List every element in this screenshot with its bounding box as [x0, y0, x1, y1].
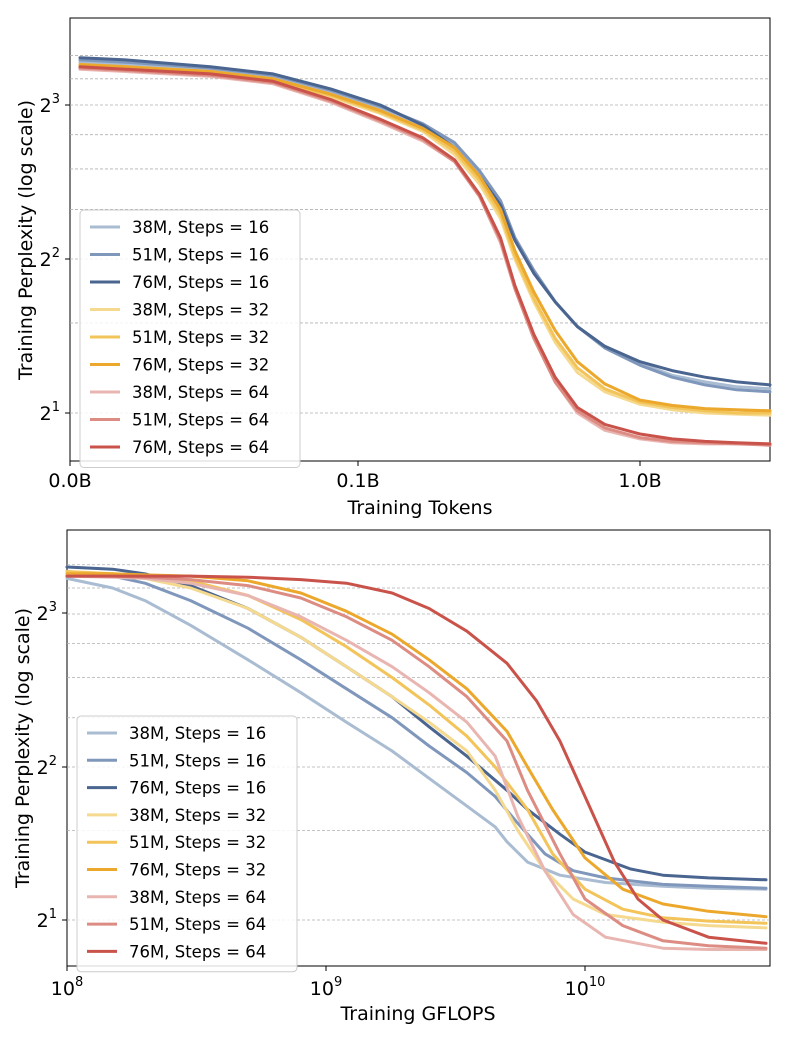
- y-tick-label: 23: [37, 600, 57, 625]
- y-tick-label: 22: [40, 246, 60, 271]
- y-tick-label: 21: [37, 907, 57, 932]
- y-tick-label: 21: [40, 400, 60, 425]
- x-tick-label: 0.1B: [336, 470, 379, 492]
- legend-label: 51M, Steps = 64: [132, 411, 269, 430]
- series-line: [65, 572, 768, 930]
- top-y-axis-label: Training Perplexity (log scale): [15, 100, 37, 381]
- legend-label: 76M, Steps = 16: [132, 273, 269, 292]
- top-y-ticks: 21 22 23: [40, 92, 70, 425]
- y-tick-label: 22: [37, 754, 57, 779]
- top-legend: 38M, Steps = 16 51M, Steps = 16 76M, Steps…: [79, 209, 301, 468]
- series-line: [78, 63, 772, 413]
- legend-label: 76M, Steps = 32: [129, 861, 266, 880]
- legend-label: 51M, Steps = 64: [129, 915, 266, 934]
- legend-label: 38M, Steps = 64: [129, 888, 266, 907]
- legend-label: 76M, Steps = 16: [129, 779, 266, 798]
- legend-label: 76M, Steps = 64: [129, 942, 266, 961]
- top-series-lines: [78, 56, 772, 447]
- series-line: [65, 570, 768, 890]
- series-line: [65, 574, 768, 945]
- bottom-x-ticks: 108 109 1010: [51, 966, 606, 1000]
- legend-label: 51M, Steps = 32: [129, 833, 266, 852]
- x-tick-label: 1.0B: [618, 470, 661, 492]
- legend-label: 51M, Steps = 32: [132, 328, 269, 347]
- top-x-ticks: 0.0B 0.1B 1.0B: [48, 461, 662, 492]
- x-tick-label: 1010: [565, 975, 606, 1000]
- legend-label: 38M, Steps = 32: [129, 806, 266, 825]
- top-chart-panel: 21 22 23 0.0B 0.1B 1.0B Training Tokens Trai…: [15, 17, 772, 519]
- bottom-series-lines: [65, 565, 768, 951]
- top-x-axis-label: Training Tokens: [347, 497, 493, 519]
- x-tick-label: 109: [310, 975, 342, 1000]
- legend-label: 38M, Steps = 16: [132, 218, 269, 237]
- legend-label: 76M, Steps = 32: [132, 356, 269, 375]
- legend-label: 38M, Steps = 16: [129, 724, 266, 743]
- series-line: [78, 65, 772, 446]
- series-line: [78, 56, 772, 387]
- x-tick-label: 0.0B: [48, 470, 91, 492]
- bottom-y-axis-label: Training Perplexity (log scale): [12, 608, 34, 889]
- bottom-x-axis-label: Training GFLOPS: [339, 1003, 495, 1025]
- bottom-chart-panel: 21 22 23 108 109 1010 Training GFLOPS Traini…: [12, 529, 771, 1025]
- series-line: [65, 574, 768, 951]
- legend-box: [79, 209, 301, 468]
- bottom-y-ticks: 21 22 23: [37, 600, 67, 932]
- series-line: [65, 574, 768, 950]
- y-tick-label: 23: [40, 92, 60, 117]
- x-tick-label: 108: [51, 975, 83, 1000]
- legend-label: 76M, Steps = 64: [132, 438, 269, 457]
- legend-label: 38M, Steps = 64: [132, 383, 269, 402]
- bottom-legend: 38M, Steps = 16 51M, Steps = 16 76M, Steps…: [76, 715, 298, 973]
- legend-box: [76, 715, 298, 973]
- legend-label: 51M, Steps = 16: [132, 246, 269, 265]
- legend-label: 51M, Steps = 16: [129, 751, 266, 770]
- legend-label: 38M, Steps = 32: [132, 301, 269, 320]
